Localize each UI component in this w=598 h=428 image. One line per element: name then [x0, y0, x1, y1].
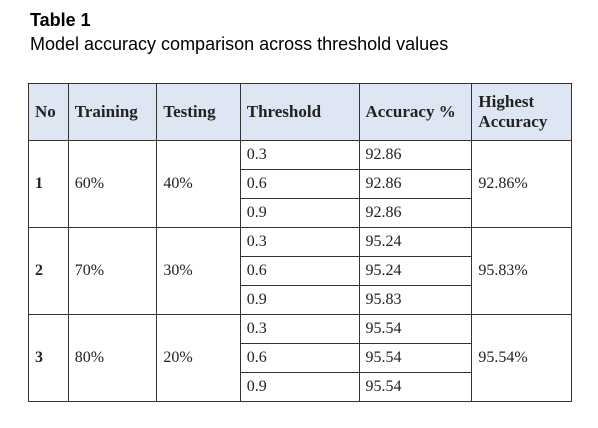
cell-highest-accuracy: 95.83%	[471, 227, 572, 315]
table-row: 2 70% 30% 0.3 95.24 95.83%	[28, 227, 572, 315]
header-threshold: Threshold	[239, 83, 360, 141]
table-caption: Table 1 Model accuracy comparison across…	[30, 8, 448, 56]
cell-accuracy: 92.86	[358, 140, 473, 170]
cell-accuracy: 95.24	[358, 256, 473, 286]
cell-accuracy: 92.86	[358, 169, 473, 199]
table-header: No Training Testing Threshold Accuracy %…	[28, 83, 572, 141]
cell-testing: 40%	[156, 140, 241, 228]
cell-accuracy: 92.86	[358, 198, 473, 228]
cell-no: 2	[28, 227, 69, 315]
accuracy-table: No Training Testing Threshold Accuracy %…	[28, 83, 572, 402]
cell-training: 60%	[67, 140, 158, 228]
table-row: 3 80% 20% 0.3 95.54 95.54%	[28, 314, 572, 402]
cell-testing: 30%	[156, 227, 241, 315]
cell-testing: 20%	[156, 314, 241, 402]
cell-training: 80%	[67, 314, 158, 402]
cell-highest-accuracy: 92.86%	[471, 140, 572, 228]
header-training: Training	[67, 83, 158, 141]
cell-threshold: 0.9	[239, 285, 360, 315]
table-row: 0.9 95.83	[29, 285, 572, 315]
header-row: No Training Testing Threshold Accuracy %…	[28, 83, 572, 141]
cell-accuracy: 95.54	[358, 372, 473, 402]
cell-accuracy: 95.54	[358, 343, 473, 373]
cell-threshold: 0.9	[239, 198, 360, 228]
table-row: 0.6 92.86	[29, 169, 572, 199]
cell-no: 3	[28, 314, 69, 402]
table-title: Model accuracy comparison across thresho…	[30, 34, 449, 54]
table-row: 0.9 95.54	[29, 372, 572, 402]
cell-threshold: 0.6	[239, 256, 360, 286]
cell-threshold: 0.3	[239, 140, 360, 170]
cell-threshold: 0.3	[239, 314, 360, 344]
cell-training: 70%	[67, 227, 158, 315]
table-label: Table 1	[30, 10, 91, 30]
header-accuracy: Accuracy %	[358, 83, 473, 141]
header-highest-accuracy: Highest Accuracy	[471, 83, 572, 141]
cell-accuracy: 95.24	[358, 227, 473, 257]
cell-threshold: 0.9	[239, 372, 360, 402]
cell-accuracy: 95.54	[358, 314, 473, 344]
header-no: No	[28, 83, 69, 141]
cell-threshold: 0.3	[239, 227, 360, 257]
cell-threshold: 0.6	[239, 343, 360, 373]
table-row: 0.6 95.54	[29, 343, 572, 373]
cell-accuracy: 95.83	[358, 285, 473, 315]
cell-highest-accuracy: 95.54%	[471, 314, 572, 402]
table-row: 0.6 95.24	[29, 256, 572, 286]
header-testing: Testing	[156, 83, 241, 141]
table-body: 1 60% 40% 0.3 92.86 92.86% 0.6 92.86 0.9…	[28, 140, 572, 402]
cell-threshold: 0.6	[239, 169, 360, 199]
cell-no: 1	[28, 140, 69, 228]
table-row: 0.9 92.86	[29, 198, 572, 228]
table-row: 1 60% 40% 0.3 92.86 92.86%	[28, 140, 572, 228]
